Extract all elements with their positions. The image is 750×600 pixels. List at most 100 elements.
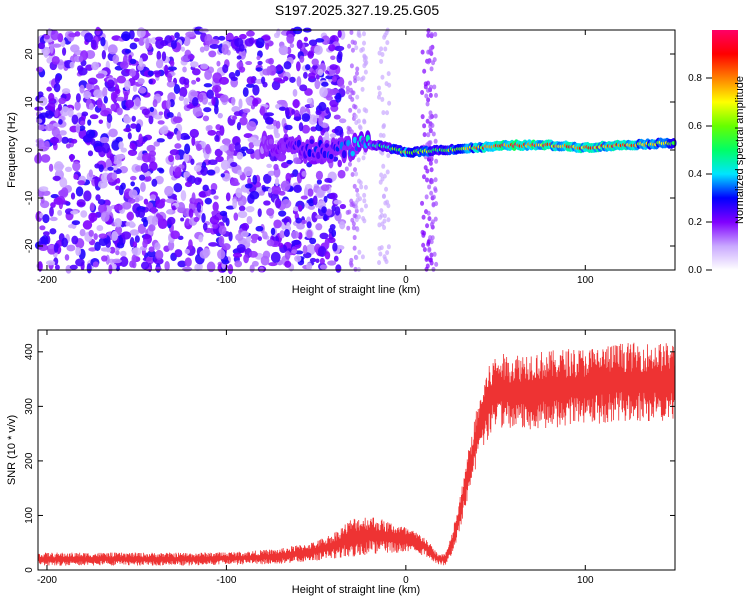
spectrogram-cell bbox=[267, 187, 273, 194]
spectrogram-cell bbox=[129, 68, 136, 77]
spectrogram-cell bbox=[50, 202, 56, 208]
spectrogram-cell bbox=[247, 177, 252, 186]
spectrogram-cell bbox=[318, 116, 323, 127]
spectrogram-cell bbox=[40, 154, 51, 163]
spectrogram-cell bbox=[118, 141, 124, 150]
spectrogram-cell bbox=[324, 239, 330, 250]
y-tick-label: 0 bbox=[24, 147, 35, 153]
spectrogram-cell bbox=[273, 163, 279, 171]
spectrogram-cell bbox=[214, 134, 220, 142]
spectrogram-cell bbox=[88, 103, 94, 111]
spectrogram-cell bbox=[107, 86, 117, 92]
spectrogram-cell bbox=[136, 156, 143, 161]
spectrogram-cell bbox=[331, 75, 338, 83]
spectrogram-cell bbox=[128, 189, 138, 199]
spectrogram-cell bbox=[425, 87, 430, 93]
spectrogram-cell bbox=[421, 214, 426, 220]
x-tick-label: 0 bbox=[403, 275, 409, 286]
spectrogram-cell bbox=[93, 233, 98, 240]
spectrogram-cell bbox=[101, 255, 108, 262]
snr-series-line bbox=[37, 342, 676, 566]
snr-frame bbox=[37, 329, 676, 571]
spectrogram-cell bbox=[88, 169, 93, 178]
spectrogram-cell bbox=[45, 260, 56, 266]
spectrogram-cell bbox=[110, 104, 116, 112]
spectrogram-cell bbox=[155, 249, 164, 260]
spectrogram-cell bbox=[218, 235, 225, 247]
spectrogram-cell bbox=[94, 175, 99, 187]
spectrogram-cell bbox=[282, 76, 289, 82]
spectrogram-cell bbox=[317, 246, 327, 258]
spectrogram-cell bbox=[244, 183, 253, 189]
spectrogram-cell bbox=[138, 133, 143, 144]
spectrogram-cell bbox=[111, 231, 119, 242]
spectrogram-cell bbox=[329, 88, 340, 96]
colorbar-tick-label: 0.8 bbox=[688, 73, 702, 84]
spectrogram-cell bbox=[380, 150, 385, 156]
spectrogram-cell bbox=[131, 254, 137, 264]
spectrogram-cell bbox=[134, 235, 140, 243]
spectrogram-cell bbox=[308, 159, 319, 165]
snr-x-label: Height of straight line (km) bbox=[292, 584, 420, 596]
spectrogram-cell bbox=[293, 206, 299, 212]
spectrogram-cell bbox=[387, 100, 392, 106]
spectrogram-cell bbox=[285, 107, 290, 118]
spectrogram-cell bbox=[86, 263, 92, 274]
spectrogram-cell bbox=[214, 166, 220, 174]
spectrogram-cell bbox=[355, 227, 360, 233]
spectrogram-cell bbox=[84, 32, 94, 43]
spectrogram-cell bbox=[52, 175, 61, 181]
spectrogram-cell bbox=[115, 185, 120, 191]
spectrogram-cell bbox=[111, 172, 118, 180]
spectrogram-cell bbox=[220, 173, 225, 178]
spectrogram-cell bbox=[381, 110, 386, 116]
spectrogram-cell bbox=[355, 192, 360, 198]
spectrogram-cell bbox=[324, 251, 331, 260]
spectrogram-cell bbox=[67, 107, 74, 118]
spectrogram-cell bbox=[267, 170, 276, 176]
spectrogram-cell bbox=[428, 110, 433, 116]
spectrogram-cell bbox=[189, 61, 199, 68]
spectrogram-cell bbox=[64, 166, 73, 173]
x-tick-label: -200 bbox=[37, 575, 57, 586]
spectrogram-cell bbox=[206, 89, 214, 100]
spectrogram-cell bbox=[38, 42, 46, 50]
colorbar-label: Normalized spectral amplitude bbox=[734, 76, 746, 224]
spectrogram-cell bbox=[266, 163, 273, 169]
spectrogram-cell bbox=[292, 89, 298, 97]
spectrogram-cell bbox=[422, 123, 427, 129]
spectrogram-cell bbox=[101, 142, 111, 154]
spectrogram-cell bbox=[182, 266, 193, 272]
spectrogram-cell bbox=[123, 115, 132, 124]
spectrogram-cell bbox=[307, 204, 315, 210]
spectrogram-cell bbox=[148, 224, 156, 232]
spectrogram-cell bbox=[248, 250, 258, 258]
spectrogram-cell bbox=[266, 66, 271, 76]
spectrogram-cell bbox=[180, 217, 185, 222]
spectrogram-cell bbox=[350, 172, 355, 178]
spectrogram-cell bbox=[379, 172, 384, 178]
spectrogram-cell bbox=[58, 97, 66, 105]
spectrogram-cell bbox=[337, 159, 342, 168]
spectrogram-cell bbox=[193, 26, 204, 35]
spectrogram-cell bbox=[75, 246, 82, 256]
spectrogram-cell bbox=[432, 57, 437, 63]
spectrogram-cell bbox=[428, 92, 433, 98]
spectrogram-cell bbox=[130, 181, 135, 187]
spectrogram-cell bbox=[334, 206, 341, 216]
spectrogram-cell bbox=[246, 120, 257, 132]
spectrogram-cell bbox=[242, 87, 249, 97]
spectrogram-cell bbox=[138, 37, 145, 46]
spectrogram-cell bbox=[306, 262, 313, 271]
spectrogram-cell bbox=[330, 55, 336, 61]
spectrogram-cell bbox=[360, 254, 365, 260]
spectrogram-cell bbox=[301, 113, 311, 122]
spectrogram-cell bbox=[265, 42, 270, 50]
spectrogram-cell bbox=[149, 194, 157, 201]
spectrogram-cell bbox=[159, 126, 169, 135]
spectrogram-cell bbox=[377, 260, 382, 266]
spectrogram-cell bbox=[49, 43, 54, 54]
spectrogram-cell bbox=[352, 183, 357, 189]
spectrogram-cell bbox=[238, 33, 247, 40]
